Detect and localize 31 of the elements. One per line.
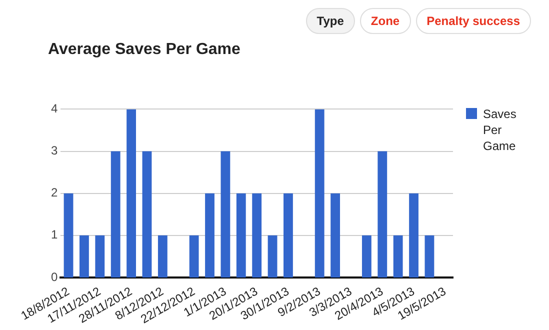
bar <box>362 235 372 278</box>
bar <box>284 193 293 278</box>
bar <box>424 235 434 278</box>
bar <box>236 193 246 278</box>
bar <box>393 235 403 278</box>
y-tick-label: 2 <box>50 186 58 200</box>
y-tick-label: 3 <box>50 144 58 158</box>
y-tick-label: 0 <box>50 270 58 284</box>
bar <box>126 109 136 278</box>
button: Type <box>306 8 355 34</box>
button: Penalty success <box>416 8 531 34</box>
bar <box>64 193 74 278</box>
bar <box>409 193 418 278</box>
bar <box>95 235 105 278</box>
y-tick-label: 4 <box>50 102 58 116</box>
bar <box>220 151 230 278</box>
bar <box>142 151 152 278</box>
bar <box>110 151 120 278</box>
chart-title: Average Saves Per Game <box>48 41 241 58</box>
bar <box>330 193 340 278</box>
bar <box>252 193 262 278</box>
legend-label: Saves Per Game <box>483 106 518 154</box>
y-tick-label: 1 <box>50 228 58 242</box>
bar <box>268 235 278 278</box>
bar <box>80 235 89 278</box>
bar <box>158 235 168 278</box>
button: Zone <box>360 8 411 34</box>
bar <box>378 151 388 278</box>
bar <box>205 193 214 278</box>
bar <box>314 109 324 278</box>
bar <box>189 235 199 278</box>
